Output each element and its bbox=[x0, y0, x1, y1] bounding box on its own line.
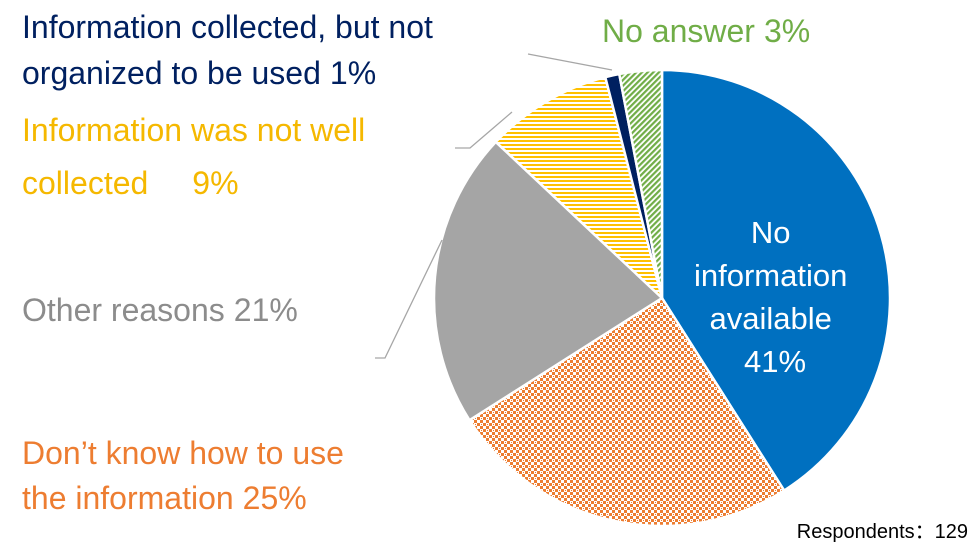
label-line: Don’t know how to use bbox=[22, 435, 344, 471]
slice-label: No answer 3% bbox=[602, 13, 810, 49]
slice-label: Don’t know how to use the information 25% bbox=[22, 435, 353, 516]
label-line: Information was not well bbox=[22, 112, 365, 148]
slice-label: Information collected, but not organized… bbox=[22, 9, 442, 91]
label-line: No bbox=[751, 215, 791, 250]
value-label: 25% bbox=[243, 480, 307, 516]
value-label: 41% bbox=[744, 344, 806, 379]
label-line: collected bbox=[22, 165, 148, 201]
label-line: information bbox=[694, 258, 847, 293]
leader-line bbox=[527, 53, 613, 71]
label-line: No answer bbox=[602, 13, 755, 49]
pie bbox=[432, 68, 892, 528]
pie-slice bbox=[432, 140, 664, 422]
pie-slice bbox=[660, 68, 892, 492]
value-label: 21% bbox=[234, 292, 298, 328]
label-line: Other reasons bbox=[22, 292, 225, 328]
slice-label: No information available 41% bbox=[694, 215, 856, 379]
slice-label: Other reasons 21% bbox=[22, 292, 298, 328]
label-line: Information collected, but not bbox=[22, 9, 433, 45]
value-label: 9% bbox=[192, 165, 238, 201]
pie-slice bbox=[618, 68, 664, 300]
respondents-note: Respondents：129 bbox=[797, 521, 968, 543]
label-line: organized to be used bbox=[22, 55, 321, 91]
label-line: available bbox=[710, 301, 832, 336]
value-label: 1% bbox=[330, 55, 376, 91]
value-label: 3% bbox=[764, 13, 810, 49]
label-line: the information bbox=[22, 480, 234, 516]
leader-line bbox=[375, 239, 443, 359]
leader-line bbox=[455, 111, 513, 149]
pie-slice bbox=[468, 296, 786, 528]
slice-label: Information was not well collected 9% bbox=[22, 112, 374, 201]
pie-slice bbox=[494, 75, 664, 300]
